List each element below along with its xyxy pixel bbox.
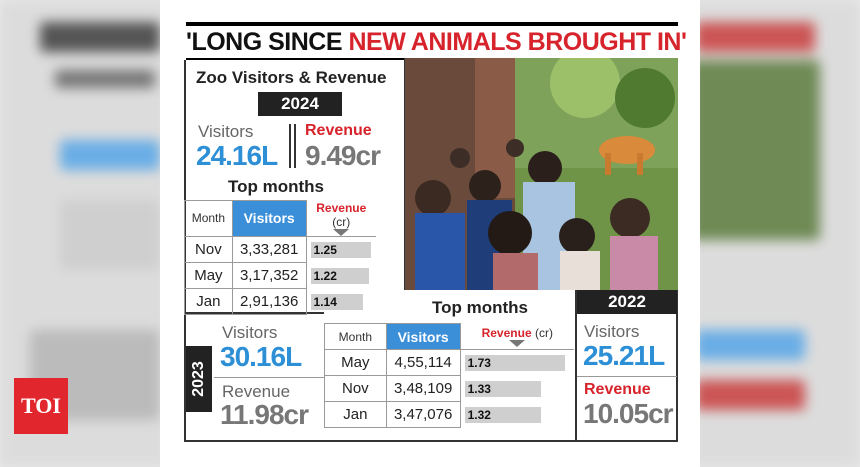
visitors-value-2024: 24.16L [196,140,278,171]
top-months-title-2023: Top months [432,298,528,317]
header-visitors: Visitors [385,323,461,350]
top-months-table-2024: Month Visitors Revenue (cr) Nov 3,33,281… [184,200,376,315]
frame-2024-right [404,58,405,290]
row-month: May [324,349,387,376]
row-month: Nov [324,375,387,402]
revenue-value-2022: 10.05cr [583,398,674,429]
revenue-bar: 1.73 [464,355,565,372]
toi-logo: TOI [14,378,68,434]
table-header-row: Month Visitors Revenue (cr) [324,323,574,350]
separator-2023 [214,377,324,378]
row-month: Jan [184,287,233,315]
row-visitors: 3,47,076 [385,401,461,428]
row-visitors: 3,48,109 [385,375,461,402]
visitors-label-2023: Visitors [222,323,278,342]
headline-part-1: 'LONG SINCE [186,28,349,56]
frame-bottom-border [184,440,678,442]
zoo-visitors-photo [405,58,678,290]
row-visitors: 2,91,136 [231,287,307,315]
revenue-bar: 1.22 [310,267,369,284]
revenue-bar: 1.33 [464,381,541,398]
revenue-value-2024: 9.49cr [305,140,381,171]
header-revenue: Revenue (cr) [459,323,574,350]
header-month: Month [324,323,387,350]
visitors-value-2022: 25.21L [583,340,665,371]
revenue-bar: 1.32 [464,407,541,424]
header-revenue: Revenue (cr) [305,200,376,237]
row-revenue-cell: 1.32 [459,401,574,428]
background-blur-right [690,0,860,467]
header-month: Month [184,200,233,237]
visitors-value-2023: 30.16L [220,341,302,372]
table-row: Jan 2,91,136 1.14 [184,287,376,315]
row-revenue-cell: 1.14 [305,288,376,314]
row-visitors: 4,55,114 [385,349,461,376]
frame-2022-left [575,290,577,442]
table-row: Nov 3,48,109 1.33 [324,375,574,402]
revenue-label-2023: Revenue [222,382,291,401]
row-month: Jan [324,401,387,428]
row-month: Nov [184,235,233,263]
row-revenue-cell: 1.25 [305,236,376,262]
row-visitors: 3,33,281 [231,235,307,263]
revenue-value-2023: 11.98cr [220,399,309,430]
top-months-title-2024: Top months [228,177,324,196]
year-badge-2023: 2023 [186,346,212,412]
table-row: May 4,55,114 1.73 [324,349,574,376]
year-badge-2022: 2022 [577,290,677,314]
top-months-table-2023: Month Visitors Revenue (cr) May 4,55,114… [324,323,574,428]
revenue-label-2024: Revenue [305,122,372,139]
header-visitors: Visitors [231,200,307,237]
table-row: Nov 3,33,281 1.25 [184,235,376,263]
row-revenue-cell: 1.73 [459,349,574,376]
separator-2022 [577,376,677,377]
year-label-2023: 2023 [190,361,207,397]
visitors-label-2024: Visitors [198,122,254,141]
chart-title-2024: Zoo Visitors & Revenue [196,68,387,87]
row-revenue-cell: 1.33 [459,375,574,402]
headline: 'LONG SINCE NEW ANIMALS BROUGHT IN' [186,22,687,60]
header-revenue-unit: (cr) [534,325,553,340]
revenue-bar: 1.14 [310,293,363,310]
revenue-label-2022: Revenue [584,381,651,398]
visitors-label-2022: Visitors [584,322,640,341]
triangle-down-icon [509,339,526,347]
header-revenue-label: Revenue [481,325,532,340]
divider-2024 [289,124,291,168]
table-header-row: Month Visitors Revenue (cr) [184,200,376,237]
headline-part-2: NEW ANIMALS BROUGHT IN' [348,28,687,56]
year-badge-2024: 2024 [258,92,342,116]
table-row: Jan 3,47,076 1.32 [324,401,574,428]
divider-2024-b [294,124,296,168]
row-revenue-cell: 1.22 [305,262,376,288]
header-revenue-label: Revenue [316,200,367,215]
triangle-down-icon [333,228,350,236]
row-visitors: 3,17,352 [231,261,307,289]
revenue-bar: 1.25 [310,241,371,258]
row-month: May [184,261,233,289]
table-row: May 3,17,352 1.22 [184,261,376,289]
photo-illustration [405,58,678,290]
header-revenue-unit: (cr) [332,214,351,229]
